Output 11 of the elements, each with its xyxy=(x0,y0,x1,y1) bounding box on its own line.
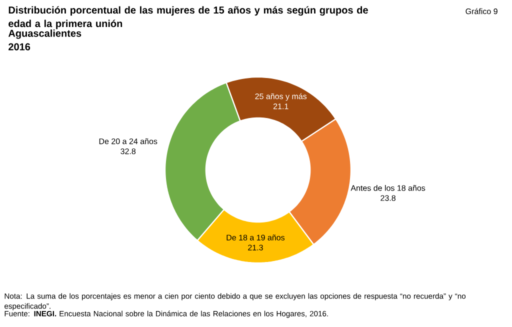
chart-subtitle: Aguascalientes 2016 xyxy=(8,30,82,50)
slice-label: 25 años y más xyxy=(255,93,307,101)
slice-label: Antes de los 18 años xyxy=(350,184,426,191)
slice-label: De 20 a 24 años xyxy=(99,138,158,144)
data-label: 32.8 xyxy=(120,148,136,154)
data-label: 23.8 xyxy=(380,195,396,201)
data-label: 21.3 xyxy=(248,244,263,250)
data-label: 21.1 xyxy=(273,104,288,110)
chart-title: Distribución porcentual de las mujeres de 15 años y más según grupos de edad a la primera unión xyxy=(8,6,368,30)
text: Gráfico 9 xyxy=(466,8,498,14)
slice-label: De 18 a 19 años xyxy=(226,234,285,240)
